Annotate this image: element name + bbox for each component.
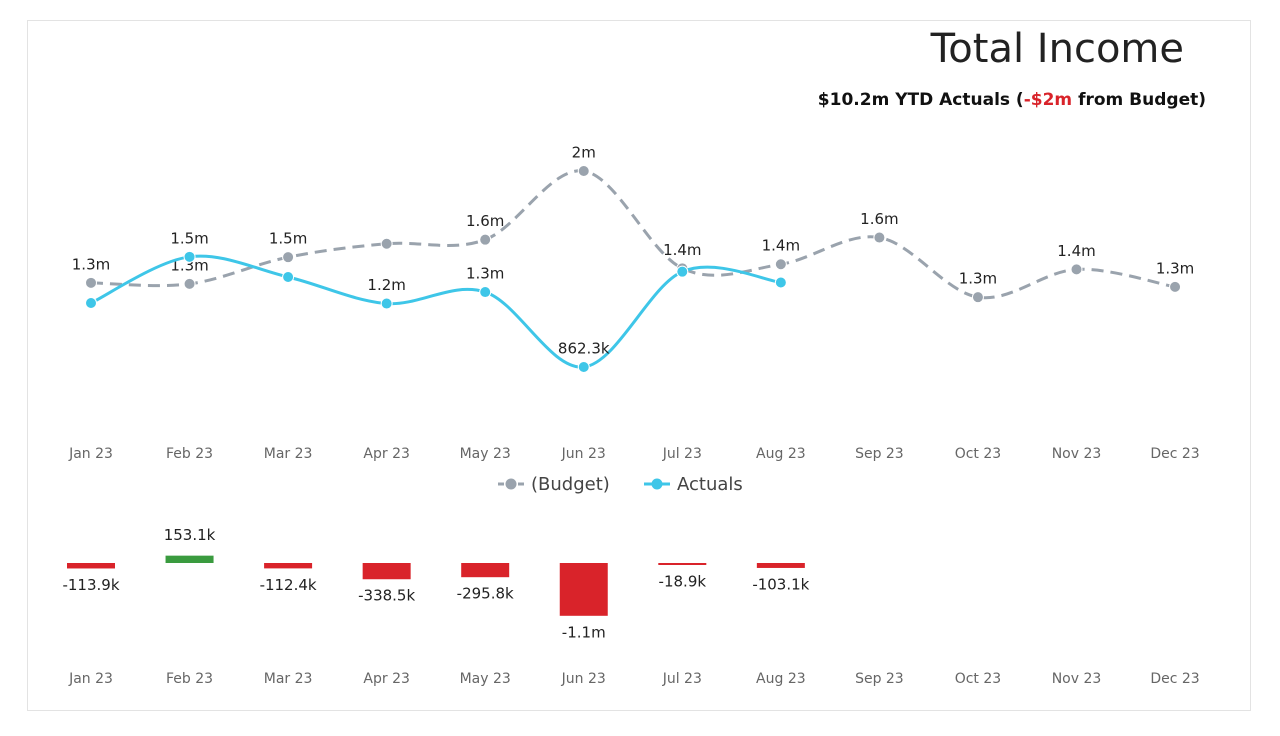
x-tick-label: Aug 23 [756,671,806,687]
data-label: 1.3m [170,256,208,274]
x-tick-label: Sep 23 [855,671,904,687]
data-label: 1.5m [269,230,307,248]
x-tick-label: Nov 23 [1052,446,1102,462]
x-tick-label: Jul 23 [662,446,702,462]
point [577,165,590,177]
legend-marker [651,478,663,490]
data-label: -103.1k [752,575,809,593]
data-label: 1.6m [860,210,898,228]
point [479,233,492,246]
data-label: 1.3m [1156,259,1194,277]
data-label: -18.9k [659,573,707,591]
title: Total Income [930,26,1184,72]
bar [658,563,707,565]
data-label: 1.4m [762,237,800,255]
bar [67,563,115,569]
x-tick-label: Nov 23 [1052,671,1102,687]
point [85,276,97,289]
x-tick-label: Sep 23 [855,446,904,462]
data-label: -1.1m [562,623,606,641]
legend-label: (Budget) [531,474,610,495]
x-tick-label: Oct 23 [955,671,1001,687]
data-label: 153.1k [164,526,216,544]
bar [559,563,608,616]
subtitle-variance: -$2m [1023,90,1073,110]
bar [756,563,805,568]
subtitle: $10.2m YTD Actuals (-$2m from Budget) [818,90,1206,110]
point [479,286,492,299]
data-label: 1.3m [72,255,110,273]
card [27,20,1251,711]
x-tick-label: Jun 23 [561,671,606,687]
bar [165,555,214,563]
x-tick-label: Oct 23 [955,446,1001,462]
bar [461,563,510,578]
data-label: -295.8k [457,585,514,603]
series-line [90,169,1176,300]
data-label: 1.2m [367,276,405,294]
x-tick-label: Jan 23 [68,671,113,687]
data-label: 1.3m [466,265,504,283]
x-tick-label: Feb 23 [166,671,213,687]
data-label: -113.9k [62,576,119,594]
point [1169,280,1182,293]
x-tick-label: May 23 [460,446,511,462]
point [676,265,689,278]
x-tick-label: Jan 23 [68,446,113,462]
x-tick-label: Aug 23 [756,446,806,462]
x-tick-label: Jun 23 [561,446,606,462]
bar [362,563,411,580]
subtitle-text: $10.2m YTD Actuals ( [817,90,1024,110]
data-label: 1.3m [959,270,997,288]
data-label: 862.3k [558,340,610,358]
point [971,291,984,304]
data-label: 1.5m [170,229,208,247]
x-tick-label: Dec 23 [1150,671,1199,687]
x-tick-label: Mar 23 [264,446,313,462]
point [1070,263,1083,276]
data-label: 2m [572,144,596,162]
point [774,258,787,271]
point [577,361,590,373]
legend-marker [505,478,517,490]
bar [264,563,313,569]
series-line [90,254,782,369]
data-label: -338.5k [358,587,415,605]
x-tick-label: Feb 23 [166,446,213,462]
point [183,277,196,290]
x-tick-label: May 23 [460,671,511,687]
data-label: 1.6m [466,212,504,230]
x-tick-label: Apr 23 [363,671,409,687]
x-tick-label: Mar 23 [264,671,313,687]
point [873,231,886,244]
point [85,296,97,309]
data-label: 1.4m [1057,242,1095,260]
point [282,270,295,283]
x-tick-label: Apr 23 [363,446,409,462]
x-tick-label: Jul 23 [662,671,702,687]
data-label: 1.4m [663,241,701,259]
subtitle-text: from Budget) [1072,90,1206,110]
x-tick-label: Dec 23 [1150,446,1199,462]
legend-label: Actuals [677,474,743,495]
point [282,251,295,264]
point [774,276,787,289]
point [380,297,393,310]
point [380,237,393,250]
data-label: -112.4k [260,576,317,594]
point [183,250,196,263]
